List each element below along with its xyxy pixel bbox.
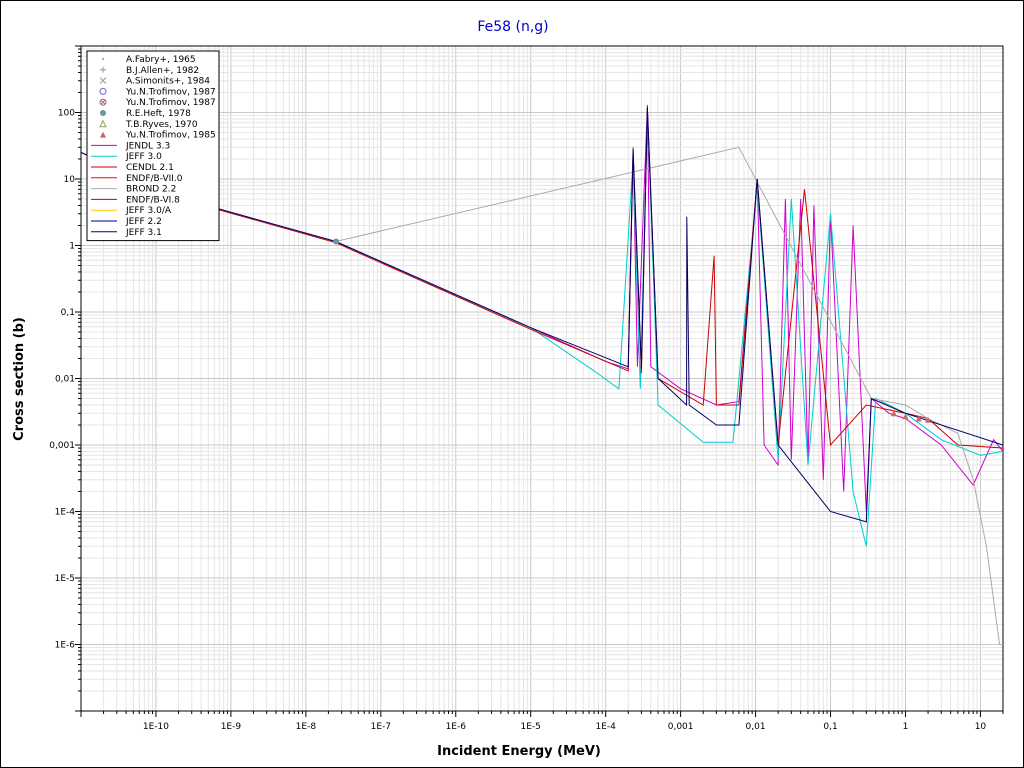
legend-entry-label: JENDL 3.3 bbox=[125, 141, 170, 151]
y-tick-label: 0,001 bbox=[49, 441, 75, 451]
chart-title: Fe58 (n,g) bbox=[477, 19, 548, 35]
marker-circle-x-cross bbox=[100, 99, 106, 105]
marker-filled-triangle bbox=[915, 415, 922, 422]
legend-entry-label: JEFF 3.0 bbox=[125, 152, 162, 162]
legend-entry-label: CENDL 2.1 bbox=[126, 163, 174, 173]
x-tick-label: 1E-7 bbox=[371, 722, 391, 732]
legend-entry-label: BROND 2.2 bbox=[126, 185, 176, 195]
x-tick-label: 0,001 bbox=[668, 722, 694, 732]
legend-entry-label: Yu.N.Trofimov, 1987 bbox=[125, 87, 216, 97]
x-tick-label: 1E-10 bbox=[143, 722, 169, 732]
y-axis-label: Cross section (b) bbox=[12, 317, 27, 441]
legend-entry-label: JEFF 3.1 bbox=[125, 228, 162, 238]
legend-entry-label: Yu.N.Trofimov, 1985 bbox=[125, 131, 216, 141]
marker-filled-triangle bbox=[925, 416, 932, 423]
legend-entry-label: A.Simonits+, 1984 bbox=[126, 77, 210, 87]
x-tick-label: 1E-6 bbox=[446, 722, 467, 732]
legend-entry-label: JEFF 2.2 bbox=[125, 217, 162, 227]
y-tick-label: 1E-6 bbox=[55, 641, 76, 651]
grid bbox=[80, 45, 1004, 712]
y-tick-label: 1 bbox=[69, 242, 75, 252]
y-tick-label: 0,1 bbox=[61, 308, 75, 318]
legend-entry-label: B.J.Allen+, 1982 bbox=[126, 66, 199, 76]
x-tick-label: 1 bbox=[903, 722, 909, 732]
marker-circle-x bbox=[99, 98, 107, 106]
x-tick-label: 10 bbox=[975, 722, 987, 732]
legend-entry-label: ENDF/B-VI.8 bbox=[126, 195, 180, 205]
y-tick-label: 0,01 bbox=[55, 375, 75, 385]
x-tick-label: 0,01 bbox=[746, 722, 766, 732]
marker-circle bbox=[99, 87, 107, 95]
experimental-layer bbox=[333, 238, 932, 423]
marker-dot bbox=[101, 57, 105, 61]
x-tick-label: 1E-8 bbox=[296, 722, 317, 732]
x-axis: 1E-10 1E-9 1E-8 1E-7 1E-6 1E-5 1E-4 0,001 0,01 0,… bbox=[80, 711, 1004, 732]
marker-plus bbox=[100, 66, 106, 73]
y-tick-label: 10 bbox=[64, 175, 76, 185]
marker-filled-circle bbox=[333, 238, 340, 245]
legend-entry-label: JEFF 3.0/A bbox=[125, 206, 172, 216]
marker-filled-circle bbox=[100, 110, 106, 116]
x-tick-label: 0,1 bbox=[823, 722, 837, 732]
marker-x bbox=[99, 77, 107, 84]
marker-filled-triangle bbox=[100, 131, 106, 138]
legend-entry-label: Yu.N.Trofimov, 1987 bbox=[125, 98, 216, 108]
series-line bbox=[81, 109, 1003, 449]
series-line bbox=[81, 107, 1003, 523]
marker-filled-triangle bbox=[902, 413, 909, 420]
x-tick-label: 1E-5 bbox=[521, 722, 541, 732]
marker-triangle bbox=[99, 119, 107, 128]
legend-entry-label: A.Fabry+, 1965 bbox=[126, 55, 196, 65]
legend-entry-label: R.E.Heft, 1978 bbox=[126, 109, 191, 119]
legend-entry-label: ENDF/B-VII.0 bbox=[126, 174, 183, 184]
series-line bbox=[81, 104, 1003, 512]
y-tick-label: 1E-5 bbox=[55, 574, 75, 584]
y-axis: 100 10 1 0,1 0,01 0,001 1E-4 1E-5 1E-6 bbox=[49, 45, 81, 712]
x-tick-label: 1E-9 bbox=[221, 722, 242, 732]
legend-entry-label: T.B.Ryves, 1970 bbox=[125, 120, 198, 130]
y-tick-label: 100 bbox=[58, 109, 75, 119]
y-tick-label: 1E-4 bbox=[55, 508, 76, 518]
x-tick-label: 1E-4 bbox=[595, 722, 616, 732]
marker-filled-triangle bbox=[890, 410, 897, 417]
x-axis-label: Incident Energy (MeV) bbox=[437, 744, 601, 759]
series-layer bbox=[81, 104, 1003, 645]
